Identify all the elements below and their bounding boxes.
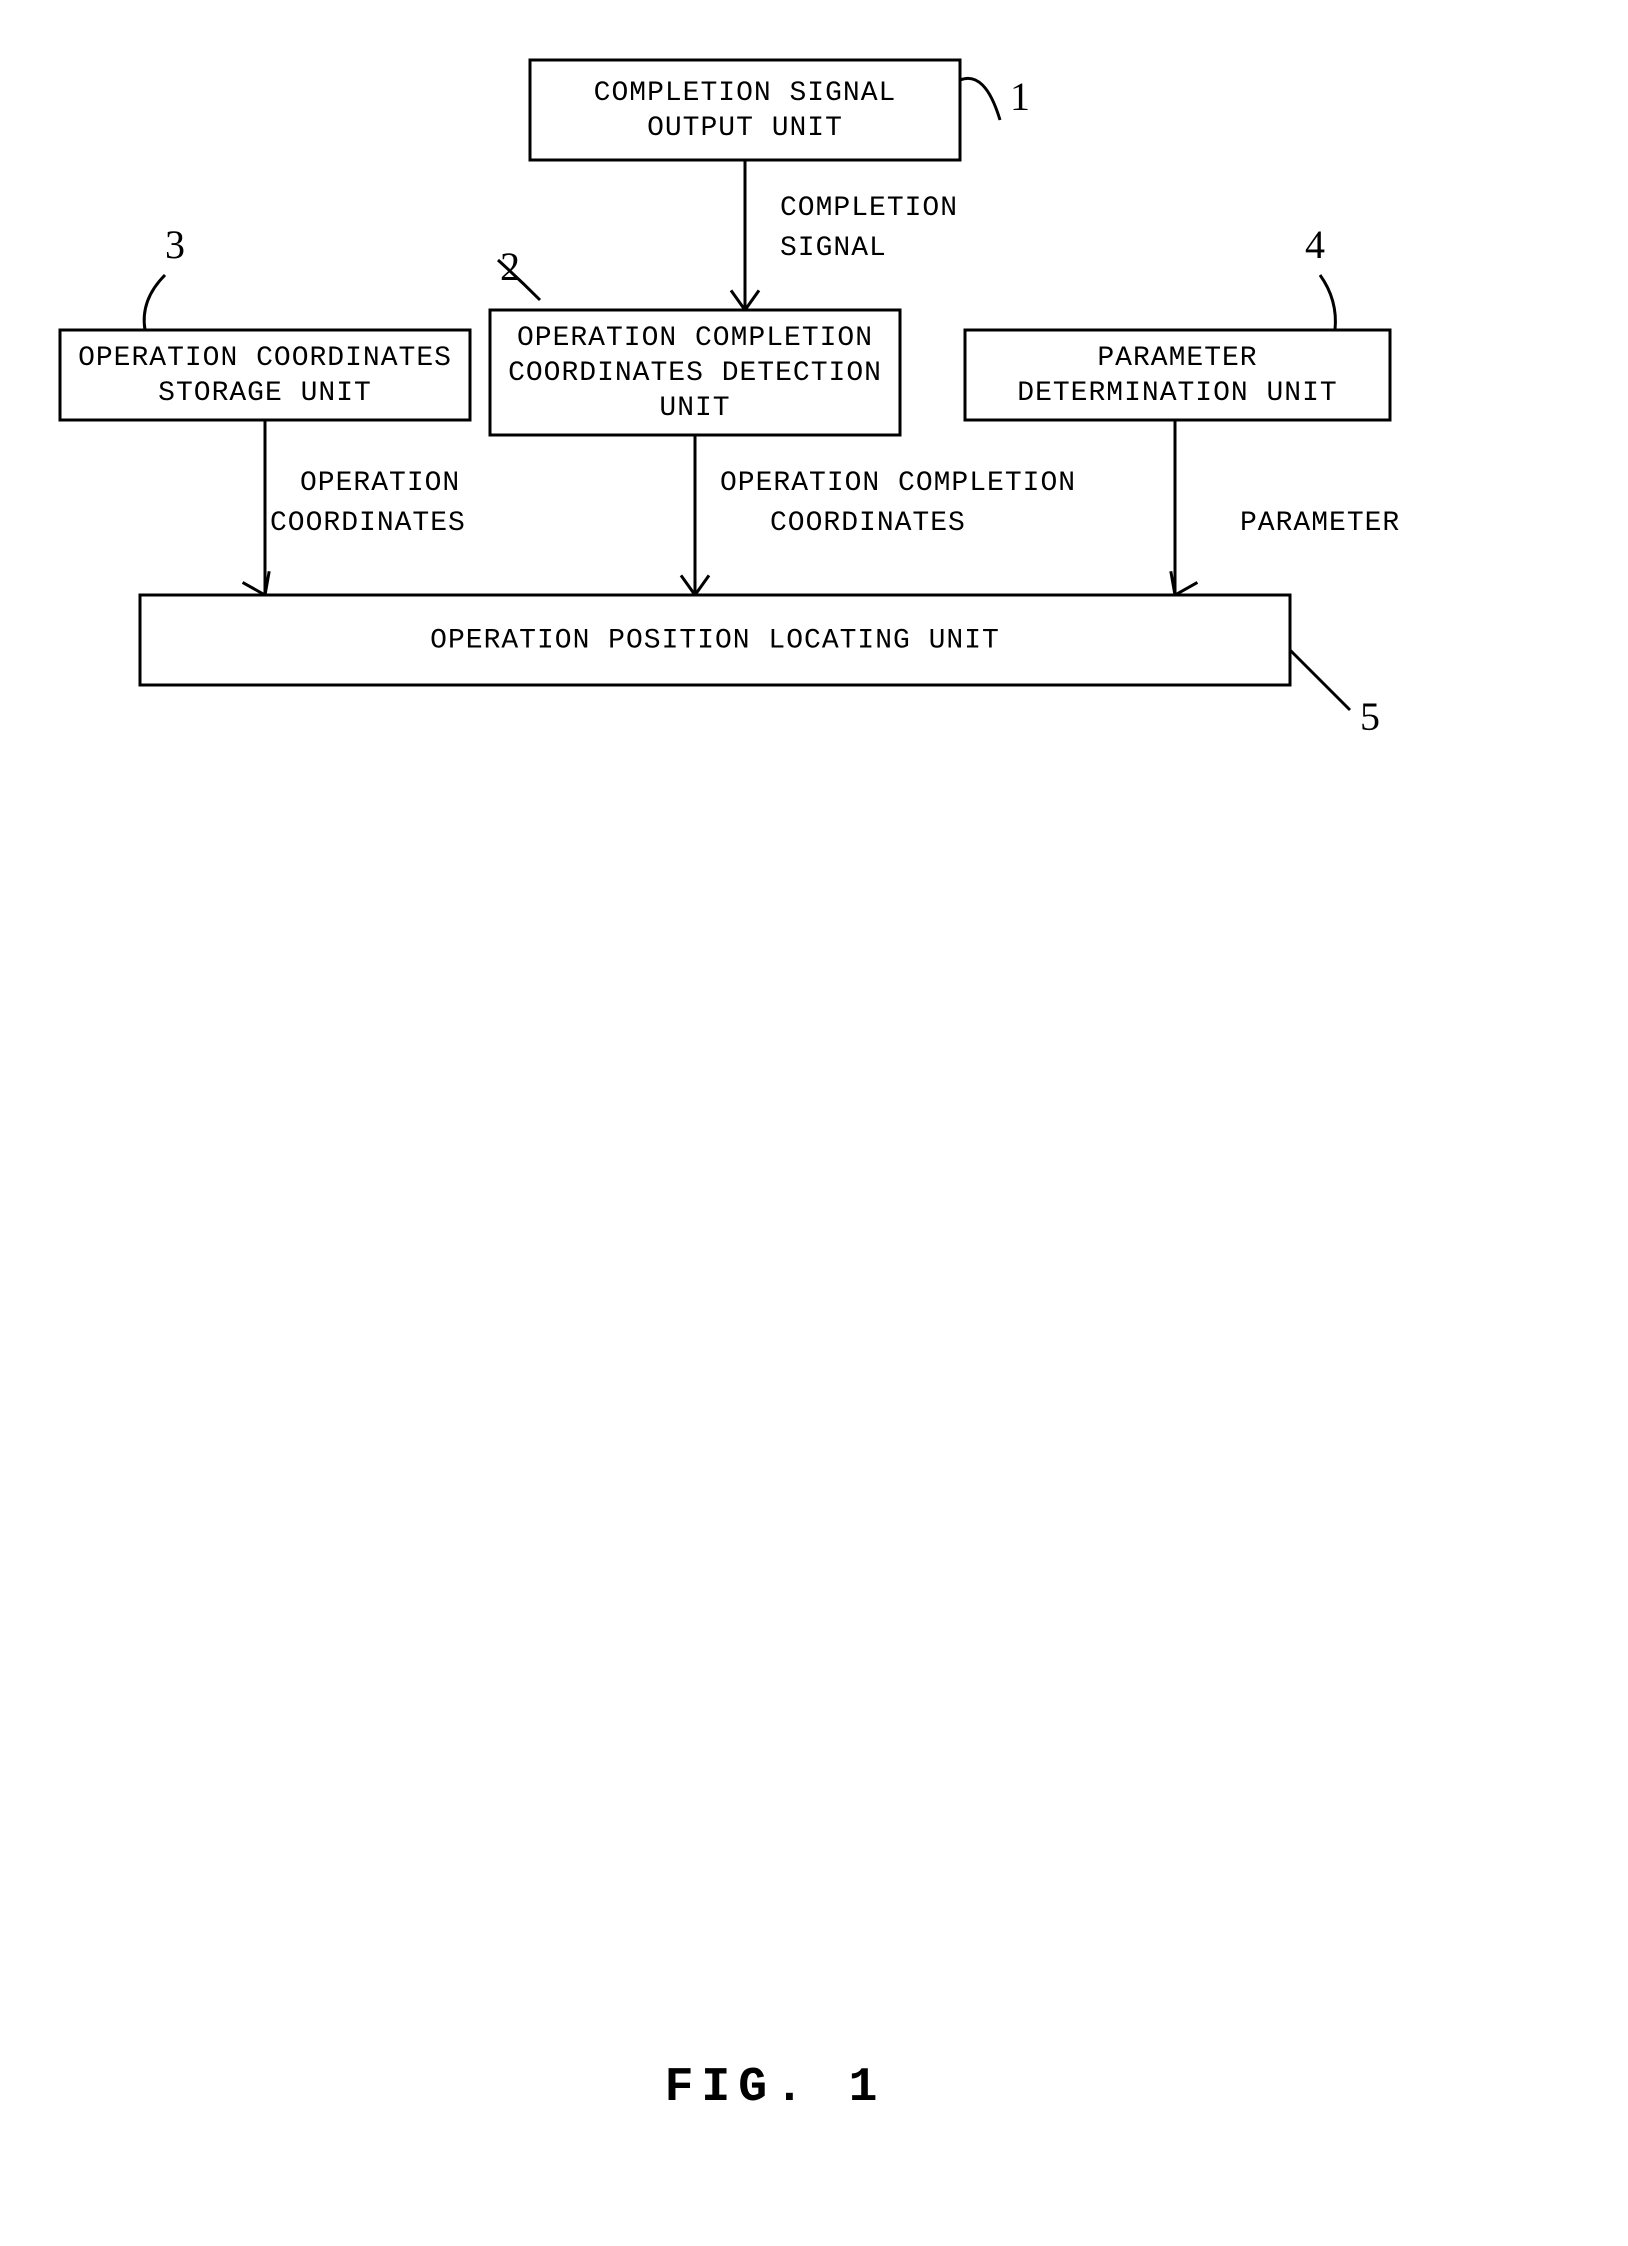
box-b2-label: COORDINATES DETECTION — [508, 358, 882, 389]
box-b2-label: UNIT — [659, 393, 730, 424]
box-b4-label: PARAMETER — [1097, 343, 1257, 374]
edge-e3-label: COORDINATES — [270, 508, 466, 539]
box-b1-label: COMPLETION SIGNAL — [594, 78, 897, 109]
box-b2-ref: 2 — [500, 244, 520, 289]
edge-e1-label: COMPLETION — [780, 193, 958, 224]
box-b3-label: OPERATION COORDINATES — [78, 343, 452, 374]
box-b4-leader — [1320, 275, 1335, 330]
edge-e2-label: OPERATION COMPLETION — [720, 468, 1076, 499]
box-b4-label: DETERMINATION UNIT — [1017, 378, 1337, 409]
box-b3: OPERATION COORDINATES STORAGE UNIT — [60, 330, 470, 420]
edge-e3-label: OPERATION — [300, 468, 460, 499]
box-b4: PARAMETER DETERMINATION UNIT — [965, 330, 1390, 420]
box-b3-label: STORAGE UNIT — [158, 378, 372, 409]
box-b5-ref: 5 — [1360, 694, 1380, 739]
box-b1-leader — [960, 78, 1000, 120]
box-b1-label: OUTPUT UNIT — [647, 113, 843, 144]
figure-label: FIG. 1 — [665, 2061, 886, 2115]
box-b4-ref: 4 — [1305, 222, 1325, 267]
edge-e2-label: COORDINATES — [770, 508, 966, 539]
box-b2-label: OPERATION COMPLETION — [517, 323, 873, 354]
box-b5-leader — [1290, 650, 1350, 710]
box-b2: OPERATION COMPLETION COORDINATES DETECTIO… — [490, 310, 900, 435]
box-b5-label: OPERATION POSITION LOCATING UNIT — [430, 625, 1000, 656]
edge-e1-label: SIGNAL — [780, 233, 887, 264]
box-b3-leader — [144, 275, 165, 330]
box-b1-ref: 1 — [1010, 74, 1030, 119]
box-b3-ref: 3 — [165, 222, 185, 267]
box-b5: OPERATION POSITION LOCATING UNIT — [140, 595, 1290, 685]
box-b1: COMPLETION SIGNAL OUTPUT UNIT — [530, 60, 960, 160]
edge-e4-label: PARAMETER — [1240, 508, 1400, 539]
